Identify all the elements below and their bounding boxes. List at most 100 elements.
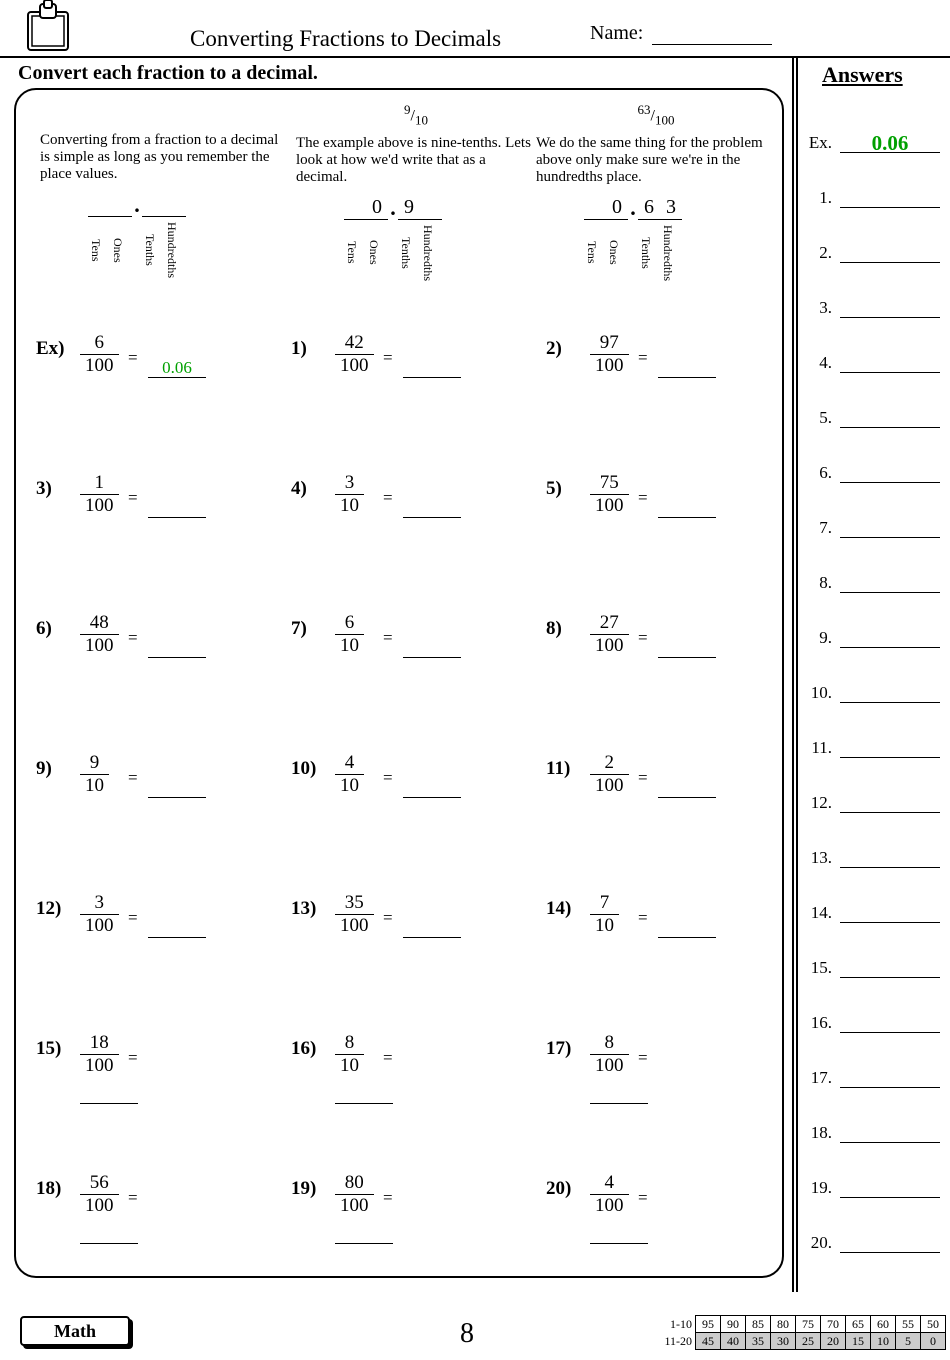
answer-slot[interactable] (840, 461, 940, 483)
answer-row: 20. (806, 1198, 940, 1253)
answer-blank[interactable] (403, 638, 461, 658)
explain-text-1: Converting from a fraction to a decimal … (40, 132, 280, 183)
problem-label: 1) (291, 338, 307, 360)
problem-fraction: 8100 (590, 1032, 629, 1077)
fraction-numerator: 3 (80, 892, 119, 915)
answer-blank[interactable] (80, 1224, 138, 1244)
answer-slot[interactable] (840, 571, 940, 593)
problem-label: 17) (546, 1038, 571, 1060)
problem: 10)410= (291, 750, 536, 840)
pv-box: Tens (344, 196, 366, 283)
clipboard-icon (18, 0, 78, 59)
answer-blank[interactable] (148, 498, 206, 518)
answer-blank[interactable] (403, 778, 461, 798)
answer-blank[interactable] (148, 638, 206, 658)
pv-box: Tenths (142, 193, 164, 280)
fraction-numerator: 75 (590, 472, 629, 495)
answer-blank[interactable] (335, 1084, 393, 1104)
answer-row: Ex.0.06 (806, 98, 940, 153)
worksheet-page: Converting Fractions to Decimals Name: C… (0, 0, 950, 1360)
answer-blank[interactable]: 0.06 (148, 358, 206, 378)
answer-slot[interactable] (840, 1011, 940, 1033)
answer-label: 16. (806, 1013, 836, 1033)
answer-slot[interactable] (840, 241, 940, 263)
name-input-line[interactable] (652, 44, 772, 45)
fraction-numerator: 4 (335, 752, 364, 775)
problem-fraction: 2100 (590, 752, 629, 797)
pv-box: Hundredths (420, 196, 442, 283)
answer-label: 5. (806, 408, 836, 428)
explain-col-2: 9/10 The example above is nine-tenths. L… (296, 102, 536, 291)
fraction-denominator: 10 (335, 635, 364, 657)
answer-slot[interactable]: 0.06 (840, 131, 940, 153)
answer-slot[interactable] (840, 516, 940, 538)
problem-label: 14) (546, 898, 571, 920)
answer-blank[interactable] (658, 358, 716, 378)
problem-label: 4) (291, 478, 307, 500)
answer-slot[interactable] (840, 1176, 940, 1198)
answer-blank[interactable] (590, 1224, 648, 1244)
answer-blank[interactable] (590, 1084, 648, 1104)
answer-label: 3. (806, 298, 836, 318)
score-cell: 45 (696, 1333, 721, 1350)
fraction-denominator: 100 (80, 1195, 119, 1217)
answer-blank[interactable] (403, 498, 461, 518)
score-cell: 80 (771, 1316, 796, 1333)
main-problem-area: Converting from a fraction to a decimal … (14, 88, 784, 1278)
answer-slot[interactable] (840, 846, 940, 868)
answer-slot[interactable] (840, 901, 940, 923)
problem-fraction: 27100 (590, 612, 629, 657)
score-cell: 65 (846, 1316, 871, 1333)
decimal-point: . (388, 196, 398, 220)
answer-blank[interactable] (658, 918, 716, 938)
answer-slot[interactable] (840, 1066, 940, 1088)
answer-slot[interactable] (840, 1231, 940, 1253)
fraction-denominator: 100 (335, 915, 374, 937)
problem-fraction: 610 (335, 612, 364, 657)
problem-fraction: 910 (80, 752, 109, 797)
answer-blank[interactable] (403, 358, 461, 378)
answer-slot[interactable] (840, 296, 940, 318)
fraction-numerator: 56 (80, 1172, 119, 1195)
pv-label: Hundredths (660, 223, 675, 283)
answer-blank[interactable] (403, 918, 461, 938)
answer-blank[interactable] (148, 918, 206, 938)
fraction-numerator: 48 (80, 612, 119, 635)
equals-sign: = (128, 908, 138, 928)
pv-label: Hundredths (164, 220, 179, 280)
pv-box: Tens (88, 193, 110, 280)
answer-blank[interactable] (148, 778, 206, 798)
problem: 20)4100= (546, 1170, 791, 1260)
score-cell: 0 (921, 1333, 946, 1350)
answer-label: 7. (806, 518, 836, 538)
answer-slot[interactable] (840, 681, 940, 703)
answer-blank[interactable] (658, 778, 716, 798)
problem-fraction: 75100 (590, 472, 629, 517)
pv-label: Tens (88, 220, 103, 280)
score-row: 11-20454035302520151050 (658, 1333, 946, 1350)
answer-row: 17. (806, 1033, 940, 1088)
answer-blank[interactable] (335, 1224, 393, 1244)
problem-label: Ex) (36, 338, 65, 360)
answer-slot[interactable] (840, 406, 940, 428)
pv-box: Hundredths (164, 193, 186, 280)
answer-slot[interactable] (840, 186, 940, 208)
answer-slot[interactable] (840, 351, 940, 373)
answer-slot[interactable] (840, 1121, 940, 1143)
answer-blank[interactable] (658, 498, 716, 518)
fraction-numerator: 4 (590, 1172, 629, 1195)
answer-slot[interactable] (840, 791, 940, 813)
answer-slot[interactable] (840, 956, 940, 978)
answer-slot[interactable] (840, 626, 940, 648)
pv-label: Ones (110, 220, 125, 280)
answer-row: 12. (806, 758, 940, 813)
answer-blank[interactable] (658, 638, 716, 658)
pv-digit: 0 (606, 196, 628, 220)
pv-digit: 3 (660, 196, 682, 220)
equals-sign: = (128, 1048, 138, 1068)
problem-fraction: 3100 (80, 892, 119, 937)
answer-slot[interactable] (840, 736, 940, 758)
problem-fraction: 4100 (590, 1172, 629, 1217)
answer-blank[interactable] (80, 1084, 138, 1104)
pv-box: 3 Hundredths (660, 196, 682, 283)
